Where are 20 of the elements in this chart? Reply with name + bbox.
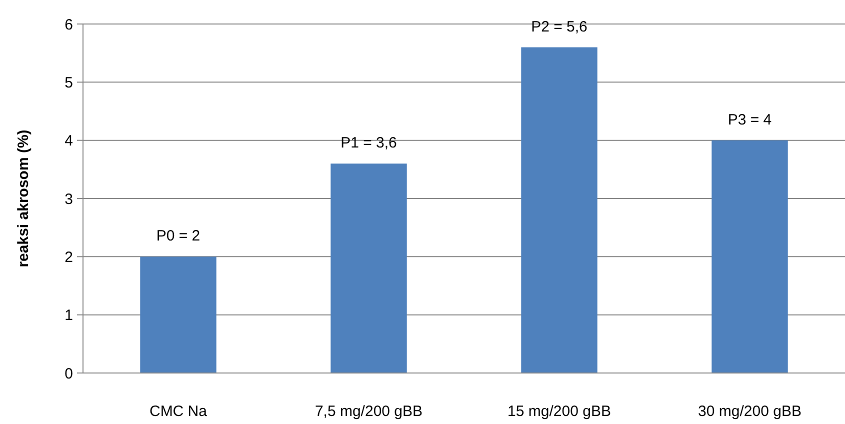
- data-label: P2 = 5,6: [531, 18, 588, 36]
- bar: [521, 47, 598, 373]
- y-tick-label: 2: [64, 248, 73, 266]
- bar: [140, 256, 216, 373]
- data-label: P3 = 4: [728, 111, 772, 128]
- x-tick-label: CMC Na: [149, 403, 208, 420]
- x-tick-label: 30 mg/200 gBB: [698, 403, 802, 420]
- y-tick-label: 1: [64, 307, 73, 324]
- x-tick-label: 15 mg/200 gBB: [508, 403, 611, 420]
- y-tick-label: 3: [64, 190, 73, 208]
- y-tick-label: 4: [64, 132, 73, 150]
- y-tick-label: 0: [64, 365, 73, 382]
- data-label: P0 = 2: [156, 228, 200, 245]
- y-axis-title: reaksi akrosom (%): [15, 130, 32, 268]
- bar: [330, 164, 407, 373]
- y-tick-label: 6: [64, 16, 73, 34]
- bar: [712, 140, 788, 373]
- x-tick-label: 7,5 mg/200 gBB: [314, 403, 423, 420]
- y-tick-label: 5: [64, 74, 73, 92]
- data-label: P1 = 3,6: [340, 134, 397, 152]
